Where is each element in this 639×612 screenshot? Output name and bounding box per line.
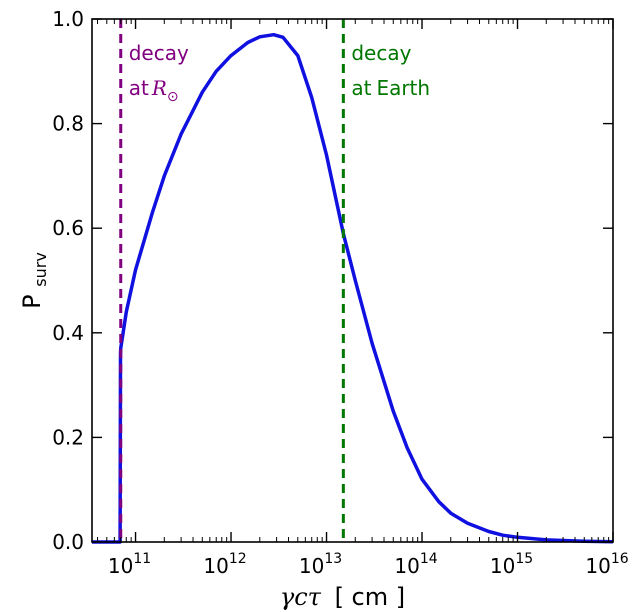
x-tick-label-base: 10 bbox=[203, 554, 228, 578]
y-tick-label: 0.0 bbox=[52, 530, 84, 554]
annotation-suffix: Earth bbox=[376, 76, 430, 100]
x-tick-label-exponent: 11 bbox=[133, 551, 151, 567]
x-tick-label-base: 10 bbox=[585, 554, 610, 578]
annotation-prefix: at bbox=[351, 76, 371, 100]
x-tick-label-base: 10 bbox=[394, 554, 419, 578]
y-axis-label-sub: surv bbox=[31, 252, 50, 287]
x-tick-label-base: 10 bbox=[108, 554, 133, 578]
x-tick-label: 1015 bbox=[490, 551, 533, 578]
series-line bbox=[92, 32, 614, 544]
y-tick-label: 0.6 bbox=[52, 216, 84, 240]
x-tick-label-exponent: 16 bbox=[611, 551, 629, 567]
y-axis-label: P surv bbox=[18, 252, 50, 309]
x-tick-label-base: 10 bbox=[299, 554, 324, 578]
x-axis-label: γcτ [ cm ] bbox=[280, 583, 405, 611]
x-tick-label: 1013 bbox=[299, 551, 342, 578]
x-tick-label-exponent: 14 bbox=[420, 551, 438, 567]
y-axis-label-main: P bbox=[18, 294, 46, 308]
x-tick-label: 1011 bbox=[108, 551, 151, 578]
series-layer bbox=[92, 32, 614, 544]
x-tick-label: 1016 bbox=[585, 551, 628, 578]
annotation-line1: decay bbox=[129, 41, 189, 65]
x-tick-label-exponent: 15 bbox=[515, 551, 533, 567]
annotation-sun-symbol: ⊙ bbox=[167, 89, 179, 105]
x-tick-label: 1014 bbox=[394, 551, 437, 578]
annotation-line2: at Earth bbox=[351, 76, 430, 100]
x-tick-label: 1012 bbox=[203, 551, 246, 578]
x-tick-label-base: 10 bbox=[490, 554, 515, 578]
x-axis-label-main: γcτ bbox=[280, 583, 322, 611]
y-tick-label: 0.4 bbox=[52, 321, 84, 345]
annotation-prefix: at bbox=[129, 76, 149, 100]
x-tick-label-exponent: 12 bbox=[229, 551, 247, 567]
x-axis-label-unit: [ cm ] bbox=[335, 583, 406, 611]
y-tick-label: 0.8 bbox=[52, 112, 84, 136]
reference-lines bbox=[119, 19, 345, 542]
y-tick-label: 0.2 bbox=[52, 425, 84, 449]
x-tick-label-exponent: 13 bbox=[324, 551, 342, 567]
annotation-line2: at R⊙ bbox=[129, 76, 179, 105]
annotation-math: R bbox=[151, 76, 167, 100]
annotation-line1: decay bbox=[351, 41, 411, 65]
y-tick-label: 1.0 bbox=[52, 7, 84, 31]
plot-frame bbox=[91, 18, 614, 543]
